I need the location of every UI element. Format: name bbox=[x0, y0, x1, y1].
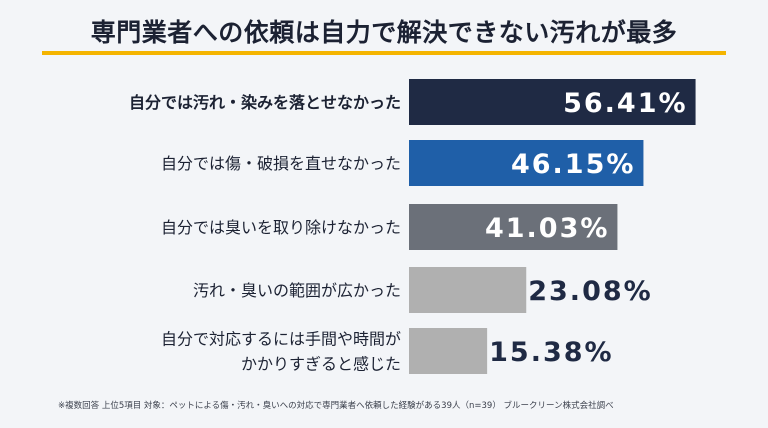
category-label-1: 自分では汚れ・染みを落とせなかった bbox=[129, 93, 401, 112]
category-label-3: 自分では臭いを取り除けなかった bbox=[161, 218, 401, 237]
bar-4 bbox=[409, 267, 527, 313]
category-label-4: 汚れ・臭いの範囲が広かった bbox=[193, 281, 401, 300]
value-label-4: 23.08% bbox=[528, 276, 652, 307]
value-label-3: 41.03% bbox=[485, 213, 609, 244]
bar-5 bbox=[409, 328, 488, 374]
value-label-5: 15.38% bbox=[489, 337, 613, 368]
value-label-2: 46.15% bbox=[511, 149, 635, 180]
category-label-5-line-1: 自分で対応するには手間や時間が bbox=[161, 330, 401, 349]
value-label-1: 56.41% bbox=[563, 88, 687, 119]
footnote: ※複数回答 上位5項目 対象：ペットによる傷・汚れ・臭いへの対応で専門業者へ依頼… bbox=[58, 401, 614, 411]
category-label-5-line-2: かかりすぎると感じた bbox=[241, 355, 401, 374]
bar-1 bbox=[409, 79, 696, 125]
category-label-2: 自分では傷・破損を直せなかった bbox=[161, 154, 401, 173]
title-area: 専門業者への依頼は自力で解決できない汚れが最多 bbox=[0, 0, 768, 62]
bar-2 bbox=[409, 140, 644, 186]
title-underline bbox=[42, 51, 726, 55]
bar-3 bbox=[409, 204, 618, 250]
chart-title: 専門業者への依頼は自力で解決できない汚れが最多 bbox=[90, 18, 678, 47]
